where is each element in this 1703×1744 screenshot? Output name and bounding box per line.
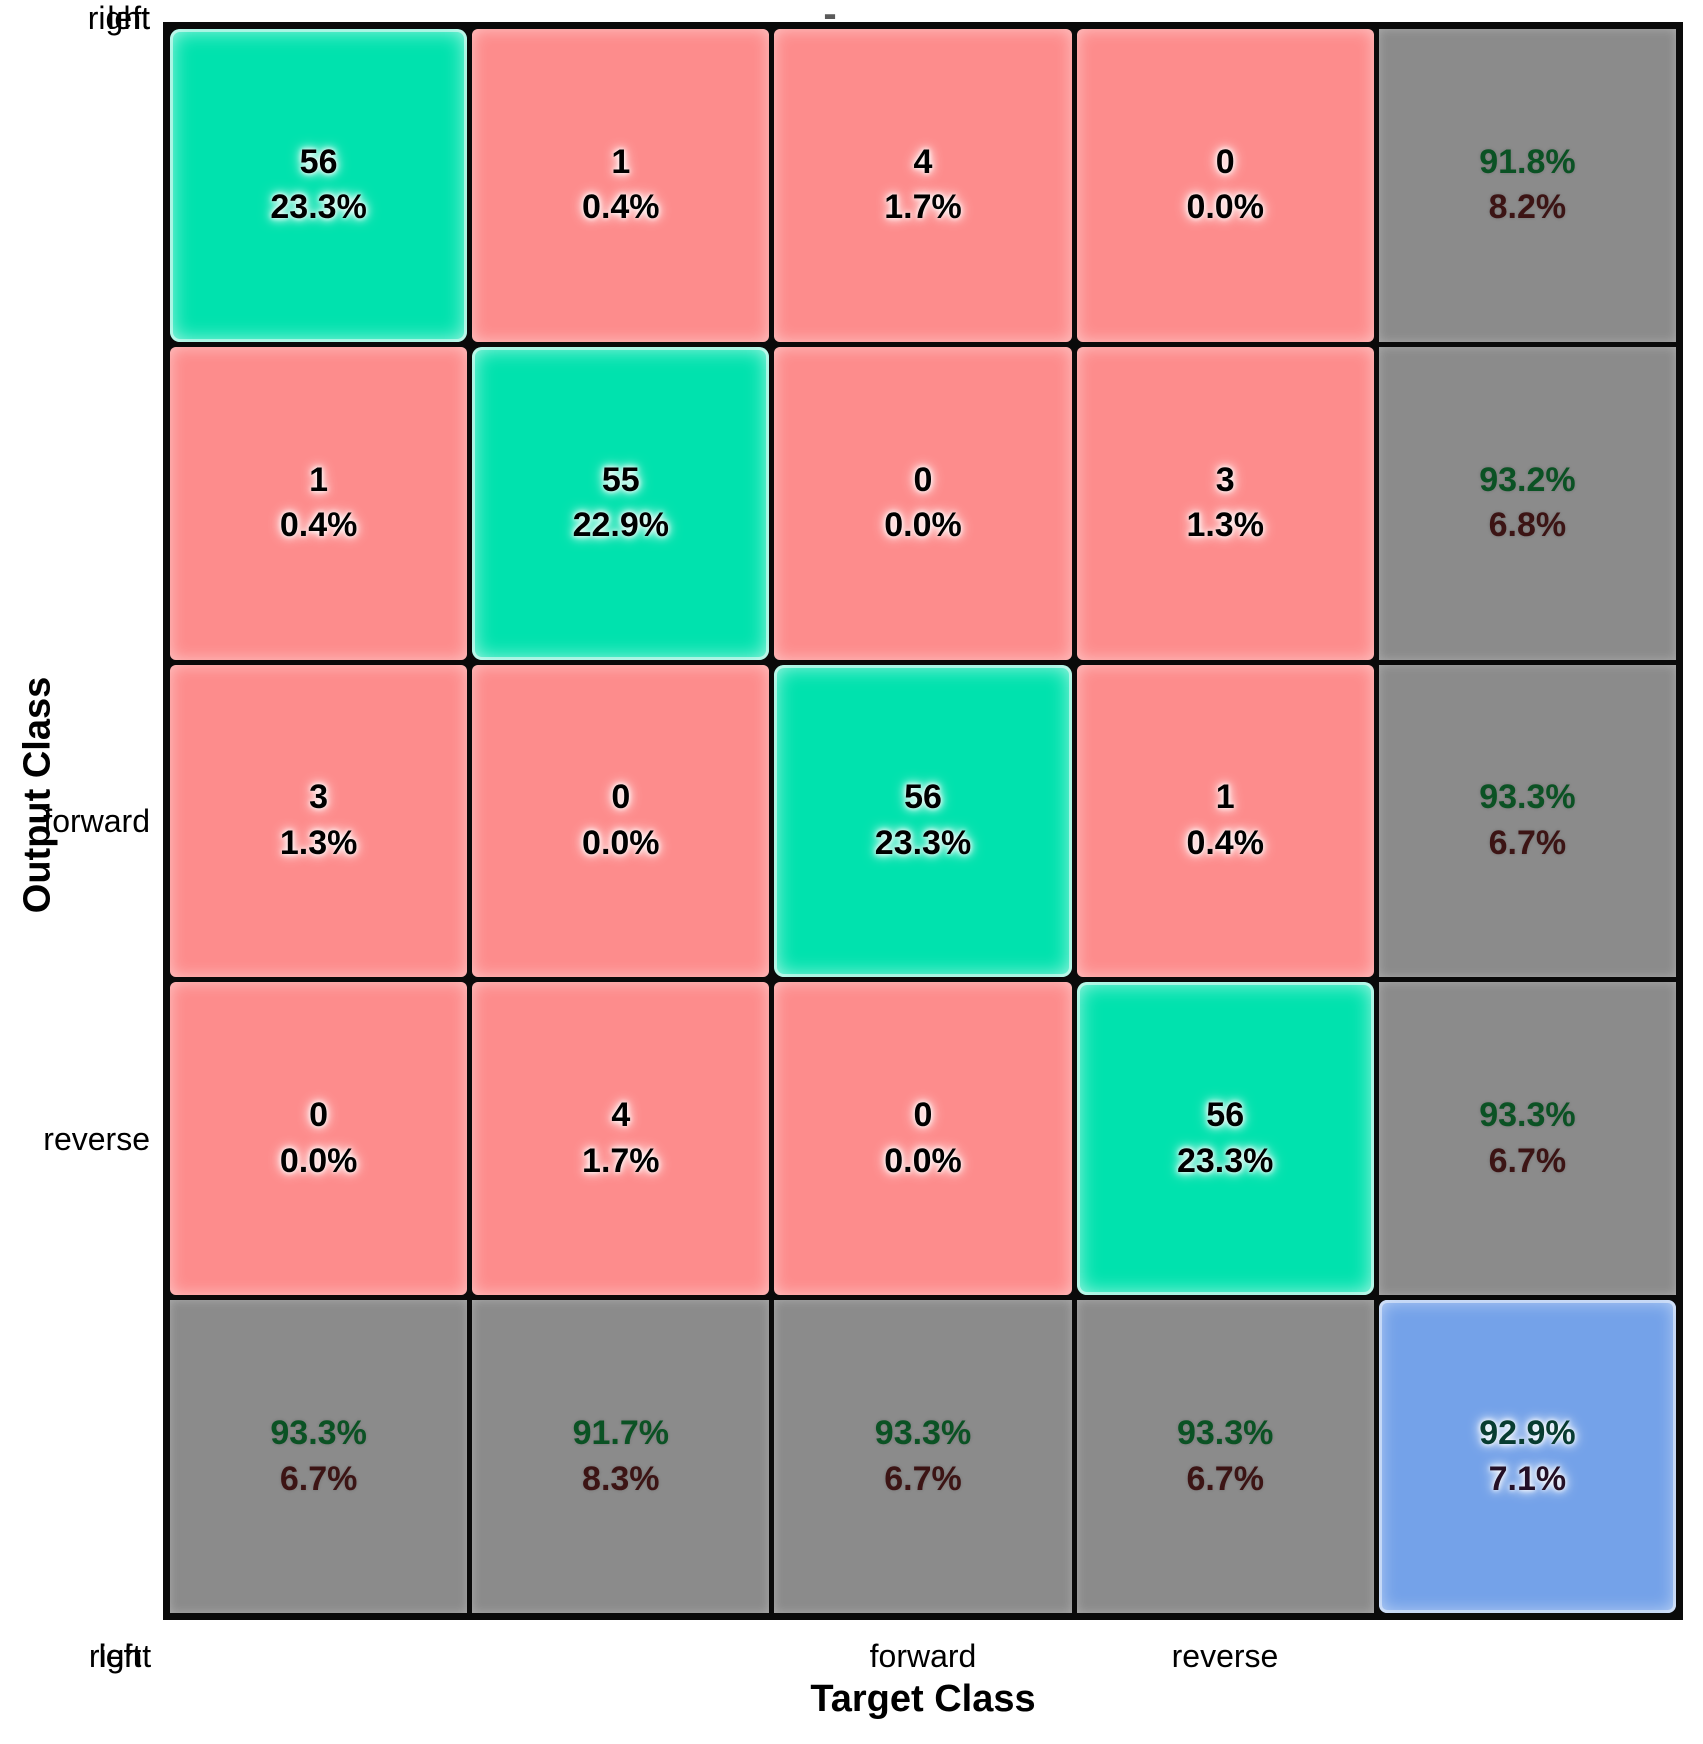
- y-tick-right: right: [87, 0, 150, 36]
- overall-accuracy-cell: 92.9% 7.1%: [1378, 1300, 1676, 1613]
- col-summary-forward: 93.3% 6.7%: [170, 1300, 468, 1613]
- cell-correct-percent: 93.2%: [1479, 460, 1576, 499]
- matrix-cell-left-forward: 3 1.3%: [170, 664, 468, 978]
- cell-correct-percent: 93.3%: [1479, 778, 1576, 817]
- matrix-cell-right-reverse: 4 1.7%: [472, 982, 770, 1296]
- cell-count: 3: [309, 778, 329, 817]
- cell-percent: 1.3%: [1186, 506, 1264, 545]
- cell-error-percent: 6.7%: [884, 1459, 962, 1498]
- cell-count: 1: [1215, 778, 1235, 817]
- col-summary-reverse: 91.7% 8.3%: [472, 1300, 770, 1613]
- cell-count: 56: [299, 142, 338, 181]
- cell-count: 4: [611, 1096, 631, 1135]
- matrix-cell-reverse-left: 0 0.0%: [774, 346, 1072, 660]
- cell-error-percent: 8.2%: [1488, 188, 1567, 227]
- cell-percent: 1.7%: [884, 188, 962, 227]
- cell-percent: 1.3%: [279, 823, 358, 862]
- y-tick-left: left: [107, 0, 150, 36]
- matrix-cell-left-left: 56 23.3%: [774, 664, 1072, 978]
- matrix-cell-reverse-forward: 1 0.4%: [170, 346, 468, 660]
- row-summary-right: 93.3% 6.7%: [1378, 982, 1676, 1296]
- matrix-cell-reverse-right: 3 1.3%: [1076, 346, 1374, 660]
- cell-count: 56: [1206, 1096, 1245, 1135]
- cell-error-percent: 8.3%: [582, 1459, 660, 1498]
- cell-count: 0: [913, 1096, 933, 1135]
- cell-count: 1: [309, 460, 329, 499]
- cell-count: 0: [1215, 142, 1235, 181]
- matrix-cell-forward-right: 0 0.0%: [1076, 29, 1374, 342]
- cell-percent: 0.4%: [1186, 823, 1264, 862]
- cell-count: 55: [601, 460, 640, 499]
- cell-percent: 0.0%: [884, 506, 962, 545]
- row-summary-reverse: 93.2% 6.8%: [1378, 346, 1676, 660]
- cell-count: 1: [611, 142, 631, 181]
- cell-error-percent: 6.7%: [1186, 1459, 1264, 1498]
- cell-count: 0: [913, 460, 933, 499]
- y-tick-forward: forward: [43, 803, 150, 839]
- matrix-cell-right-left: 0 0.0%: [774, 982, 1072, 1296]
- matrix-cell-right-right: 56 23.3%: [1076, 982, 1374, 1296]
- row-summary-left: 93.3% 6.7%: [1378, 664, 1676, 978]
- cell-percent: 0.0%: [884, 1141, 962, 1180]
- cell-percent: 1.7%: [582, 1141, 660, 1180]
- x-tick-right: right: [88, 1638, 152, 1674]
- overall-error-percent: 7.1%: [1488, 1459, 1567, 1498]
- cell-percent: 0.0%: [279, 1141, 358, 1180]
- cell-percent: 23.3%: [270, 188, 367, 227]
- cell-correct-percent: 93.3%: [874, 1414, 972, 1453]
- cell-error-percent: 6.7%: [1488, 1141, 1567, 1180]
- row-summary-forward: 91.8% 8.2%: [1378, 29, 1676, 342]
- cell-count: 0: [309, 1096, 329, 1135]
- y-tick-reverse: reverse: [43, 1121, 150, 1157]
- cell-percent: 23.3%: [1176, 1141, 1274, 1180]
- x-axis-label: Target Class: [810, 1678, 1036, 1720]
- cell-count: 0: [611, 778, 631, 817]
- cell-percent: 23.3%: [874, 823, 972, 862]
- matrix-cell-left-reverse: 0 0.0%: [472, 664, 770, 978]
- col-summary-right: 93.3% 6.7%: [1076, 1300, 1374, 1613]
- cell-percent: 0.0%: [1186, 188, 1264, 227]
- cell-correct-percent: 91.7%: [572, 1414, 669, 1453]
- cell-error-percent: 6.7%: [279, 1459, 358, 1498]
- cell-correct-percent: 93.3%: [1479, 1096, 1576, 1135]
- cell-percent: 0.4%: [582, 188, 660, 227]
- cell-percent: 0.0%: [582, 823, 660, 862]
- matrix-cell-forward-left: 4 1.7%: [774, 29, 1072, 342]
- cell-correct-percent: 91.8%: [1479, 142, 1576, 181]
- cell-error-percent: 6.7%: [1488, 823, 1567, 862]
- cell-percent: 0.4%: [279, 506, 358, 545]
- y-axis-label: Output Class: [16, 676, 59, 914]
- matrix-cell-right-forward: 0 0.0%: [170, 982, 468, 1296]
- overall-accuracy-percent: 92.9%: [1479, 1414, 1576, 1453]
- confusion-matrix-grid: 56 23.3% 1 0.4% 4 1.7% 0 0.0% 91.8% 8.2% 1 0.4…: [163, 22, 1683, 1620]
- x-tick-reverse: reverse: [1171, 1638, 1279, 1674]
- matrix-cell-left-right: 1 0.4%: [1076, 664, 1374, 978]
- cell-correct-percent: 93.3%: [1176, 1414, 1274, 1453]
- x-tick-left: left: [98, 1638, 142, 1674]
- cell-count: 4: [913, 142, 933, 181]
- cell-percent: 22.9%: [572, 506, 669, 545]
- cell-count: 3: [1215, 460, 1235, 499]
- cell-correct-percent: 93.3%: [270, 1414, 367, 1453]
- matrix-cell-reverse-reverse: 55 22.9%: [472, 346, 770, 660]
- x-tick-forward: forward: [869, 1638, 977, 1674]
- matrix-cell-forward-reverse: 1 0.4%: [472, 29, 770, 342]
- matrix-cell-forward-forward: 56 23.3%: [170, 29, 468, 342]
- col-summary-left: 93.3% 6.7%: [774, 1300, 1072, 1613]
- cell-error-percent: 6.8%: [1488, 506, 1567, 545]
- cell-count: 56: [904, 778, 942, 817]
